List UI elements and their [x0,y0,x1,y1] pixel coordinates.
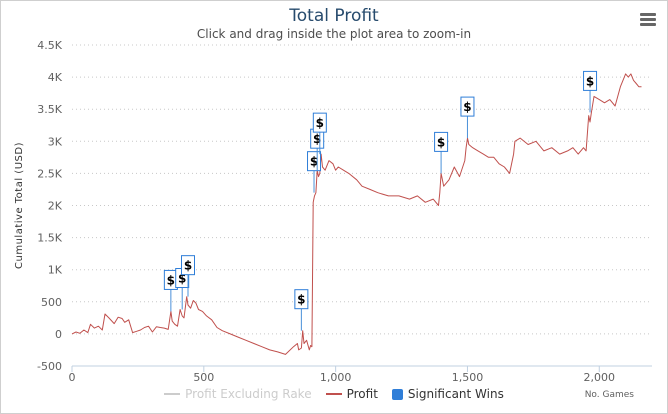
y-tick-label: 0 [55,328,62,341]
legend: Profit Excluding Rake Profit Significant… [0,387,668,401]
legend-box-swatch [391,388,403,400]
win-flag [312,112,327,133]
flag-label: $ [586,74,594,88]
legend-item-profit[interactable]: Profit [325,387,378,401]
win-flag [583,70,598,91]
y-tick-label: 2.5K [37,167,62,180]
legend-label: Profit [346,387,378,401]
flag-label: $ [463,100,471,114]
legend-item-significant-wins[interactable]: Significant Wins [391,387,504,401]
y-tick-label: -500 [37,360,62,373]
legend-line-swatch [164,393,181,395]
x-tick-label: 1,000 [320,371,352,384]
profit-series-line [71,73,642,355]
win-flag [460,96,475,117]
y-tick-label: 4K [48,71,63,84]
legend-line-swatch [325,393,342,395]
flag-label: $ [437,135,445,149]
legend-label: Profit Excluding Rake [185,387,312,401]
flag-label: $ [316,116,324,130]
flag-label: $ [310,155,318,169]
y-tick-label: 1K [48,264,63,277]
x-tick-label: 0 [69,371,76,384]
y-tick-label: 3K [48,135,63,148]
win-flag [294,289,309,310]
y-tick-label: 3.5K [37,103,62,116]
x-tick-label: 2,000 [584,371,616,384]
menu-icon[interactable] [640,13,656,27]
win-flag [434,131,449,152]
y-tick-label: 2K [48,200,63,213]
legend-item-profit-excluding-rake[interactable]: Profit Excluding Rake [164,387,312,401]
flag-label: $ [178,272,186,286]
y-tick-label: 500 [41,296,62,309]
flag-label: $ [297,293,305,307]
flag-label: $ [167,273,175,287]
chart-subtitle: Click and drag inside the plot area to z… [196,27,472,41]
win-flag [181,255,195,276]
x-tick-label: 1,500 [452,371,484,384]
flag-label: $ [313,132,321,146]
chart-title: Total Profit [289,6,379,26]
y-tick-label: 4.5K [37,39,62,52]
flag-label: $ [184,259,192,273]
x-axis-note: No. Games [584,390,634,400]
legend-label: Significant Wins [407,387,504,401]
y-axis-title: Cumulative Total (USD) [14,142,25,269]
x-tick-label: 500 [193,371,214,384]
y-tick-label: 1.5K [37,232,62,245]
